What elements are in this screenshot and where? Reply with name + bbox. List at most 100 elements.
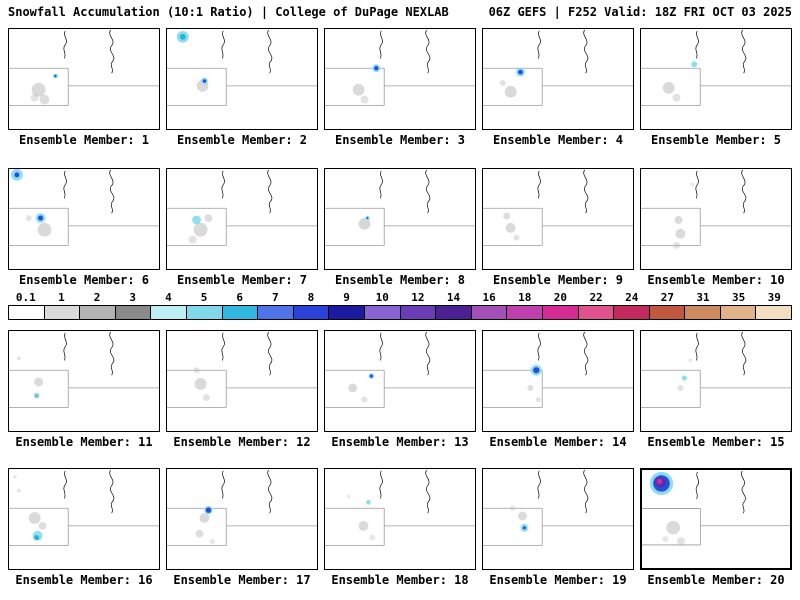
state-borders [641, 207, 791, 246]
state-borders [325, 207, 475, 246]
ensemble-map [324, 330, 476, 432]
ensemble-member-label: Ensemble Member: 18 [331, 573, 469, 587]
ensemble-member-label: Ensemble Member: 3 [334, 133, 466, 147]
colorbar-tick: 39 [767, 291, 781, 304]
snow-blob [677, 537, 685, 545]
colorbar-cell [80, 306, 116, 319]
colorbar-tick: 27 [660, 291, 674, 304]
colorbar-cell [649, 306, 686, 319]
colorbar-cell [685, 306, 721, 319]
snow-blob [30, 93, 39, 102]
colorbar-cell [293, 306, 330, 319]
snow-blob [527, 384, 534, 391]
colorbar-cell [471, 306, 508, 319]
snow-blob [360, 95, 369, 104]
ensemble-member-label: Ensemble Member: 2 [176, 133, 308, 147]
snow-blob [37, 222, 52, 237]
map-svg [325, 169, 475, 246]
map-svg [325, 29, 475, 106]
river-lines [63, 169, 115, 214]
state-borders [9, 369, 159, 408]
snow-blob [35, 394, 39, 398]
snow-blob [666, 520, 680, 535]
panel-row-3: Ensemble Member: 11 Ensemble Member: 12 En… [8, 330, 792, 449]
ensemble-cell: Ensemble Member: 5 [640, 28, 792, 147]
colorbar-tick: 4 [165, 291, 172, 304]
river-lines [63, 331, 115, 376]
ensemble-map [640, 468, 792, 570]
state-borders [167, 507, 317, 546]
ensemble-map [324, 468, 476, 570]
river-lines [379, 169, 431, 214]
colorbar-cell [115, 306, 152, 319]
ensemble-member-label: Ensemble Member: 4 [492, 133, 624, 147]
snow-blob [366, 499, 371, 505]
ensemble-cell: Ensemble Member: 2 [166, 28, 318, 147]
river-lines [379, 29, 431, 74]
snow-blob [361, 396, 368, 403]
snow-blob [194, 378, 207, 390]
river-lines [537, 169, 589, 214]
snow-blob [193, 222, 208, 237]
state-borders [483, 67, 633, 106]
ensemble-member-label: Ensemble Member: 17 [173, 573, 311, 587]
snow-blob [505, 222, 516, 233]
snow-blob [358, 520, 369, 531]
map-svg [167, 469, 317, 546]
snow-blob [510, 505, 516, 511]
colorbar-cell [44, 306, 81, 319]
ensemble-member-label: Ensemble Member: 12 [173, 435, 311, 449]
ensemble-cell: Ensemble Member: 12 [166, 330, 318, 449]
ensemble-member-label: Ensemble Member: 7 [176, 273, 308, 287]
colorbar-tick: 10 [375, 291, 389, 304]
colorbar-cell [507, 306, 543, 319]
colorbar: 0.1 1 2 3 4 5 6 7 8 9 10 12 14 16 18 20 22 24 27 31 35 39 [8, 291, 792, 320]
river-lines [221, 469, 273, 514]
colorbar-tick: 1 [58, 291, 65, 304]
snow-blob [203, 394, 210, 402]
ensemble-cell: Ensemble Member: 17 [166, 468, 318, 587]
map-svg [483, 469, 633, 546]
snow-blob [366, 217, 369, 219]
snow-blob [202, 79, 207, 83]
snow-blob [673, 242, 680, 249]
colorbar-tick: 16 [482, 291, 496, 304]
snow-blob [688, 358, 693, 363]
state-borders [9, 67, 159, 106]
colorbar-cell [436, 306, 472, 319]
ensemble-map [482, 330, 634, 432]
colorbar-tick: 7 [271, 291, 279, 304]
ensemble-member-label: Ensemble Member: 13 [331, 435, 469, 449]
ensemble-map [166, 28, 318, 130]
ensemble-member-label: Ensemble Member: 15 [647, 435, 785, 449]
colorbar-tick: 18 [518, 291, 532, 304]
snow-blob [12, 474, 17, 479]
river-lines [379, 331, 431, 376]
state-borders [167, 369, 317, 408]
ensemble-member-label: Ensemble Member: 9 [492, 273, 624, 287]
snow-blob [677, 384, 684, 391]
state-borders [167, 67, 317, 106]
river-lines [221, 29, 273, 74]
river-lines [537, 469, 589, 514]
map-svg [641, 169, 791, 249]
snow-blob [374, 66, 379, 71]
map-svg [167, 169, 317, 246]
map-svg [642, 470, 790, 546]
ensemble-member-label: Ensemble Member: 1 [18, 133, 150, 147]
snow-blob [681, 375, 687, 381]
ensemble-cell: Ensemble Member: 11 [8, 330, 160, 449]
ensemble-cell: Ensemble Member: 18 [324, 468, 476, 587]
map-svg [483, 29, 633, 106]
snow-blob [16, 488, 21, 493]
colorbar-tick: 8 [307, 291, 315, 304]
ensemble-member-label: Ensemble Member: 19 [489, 573, 627, 587]
colorbar-cell [151, 306, 187, 319]
map-svg [9, 331, 159, 408]
colorbar-cell [222, 306, 259, 319]
state-borders [9, 507, 159, 546]
state-borders [325, 369, 475, 408]
ensemble-member-label: Ensemble Member: 11 [15, 435, 153, 449]
river-lines [695, 470, 746, 514]
ensemble-member-label: Ensemble Member: 20 [647, 573, 785, 587]
